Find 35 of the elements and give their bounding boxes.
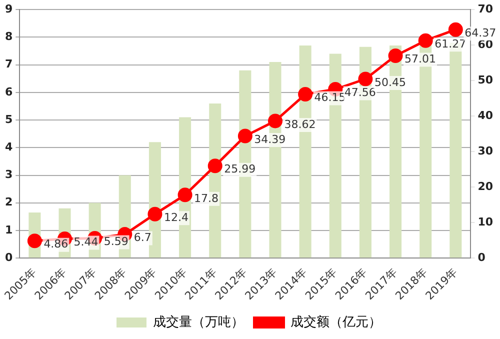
data-label: 25.99 [224,162,256,176]
y2-tick-label: 20 [478,180,494,193]
y-tick-label: 2 [5,196,13,209]
data-label: 47.56 [344,86,376,100]
data-label: 34.39 [254,132,286,146]
legend-label: 成交量（万吨） [153,314,244,330]
y-tick-label: 7 [5,58,13,71]
data-label: 5.44 [74,236,98,249]
data-label: 4.86 [44,238,68,251]
y-tick-label: 9 [5,2,13,16]
data-label: 6.7 [134,231,152,244]
legend-label: 成交额（亿元） [290,314,382,330]
y2-tick-label: 70 [478,2,494,16]
data-label: 50.45 [374,76,406,89]
y2-tick-label: 0 [478,250,486,264]
y-tick-label: 1 [5,223,13,236]
data-label: 46.15 [314,91,346,104]
data-label: 64.37 [464,26,496,40]
y2-tick-label: 50 [478,73,494,86]
y2-tick-label: 10 [478,215,494,228]
data-label: 5.59 [104,235,128,248]
y-tick-label: 6 [5,85,13,98]
data-label: 17.8 [194,192,219,205]
data-label: 57.01 [404,52,436,66]
y-tick-label: 4 [5,140,13,154]
y-tick-label: 0 [5,250,13,264]
y2-tick-label: 40 [478,108,494,122]
data-label: 12.4 [164,210,188,224]
y-tick-label: 5 [5,112,13,126]
y2-tick-label: 30 [478,144,494,158]
y-tick-label: 3 [5,168,13,182]
y-tick-label: 8 [5,30,13,44]
data-label: 61.27 [434,37,466,50]
data-label: 38.62 [284,118,316,131]
y2-tick-label: 60 [478,38,494,51]
